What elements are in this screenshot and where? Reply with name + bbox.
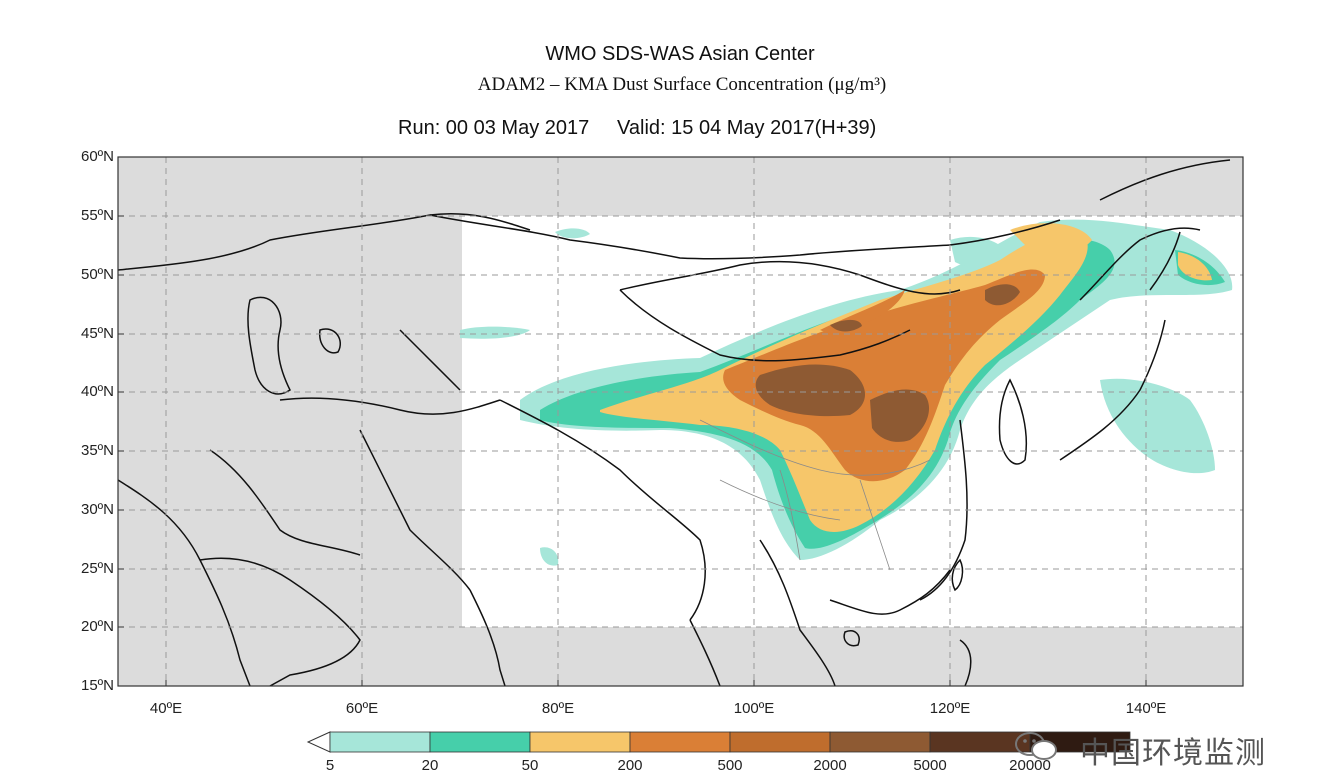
lat-label-20: 20ºN xyxy=(81,618,114,635)
lon-label-40: 40ºE xyxy=(149,700,183,717)
colorbar-tick-label: 2000 xyxy=(813,757,846,770)
lat-label-55: 55ºN xyxy=(81,207,114,224)
dust-zone-very-high xyxy=(755,364,865,417)
colorbar-swatch xyxy=(529,731,631,753)
watermark-text: 中国环境监测 xyxy=(1080,736,1266,771)
colorbar-min-triangle xyxy=(306,731,331,753)
lat-label-15: 15ºN xyxy=(81,677,114,694)
lat-label-50: 50ºN xyxy=(81,266,114,283)
wechat-icon xyxy=(1015,732,1057,760)
lat-label-60: 60ºN xyxy=(81,148,114,165)
lon-label-80: 80ºE xyxy=(541,700,575,717)
colorbar-tick-label: 50 xyxy=(522,757,539,770)
province-borders xyxy=(699,419,931,571)
colorbar-swatch xyxy=(829,731,931,753)
colorbar-tick-label: 5000 xyxy=(913,757,946,770)
colorbar-swatch xyxy=(329,731,431,753)
colorbar-tick-label: 20 xyxy=(422,757,439,770)
colorbar-tick-label: 20000 xyxy=(1009,757,1051,770)
lat-label-40: 40ºN xyxy=(81,383,114,400)
title-line-2: ADAM2 – KMA Dust Surface Concentration (… xyxy=(477,74,887,95)
colorbar-swatch xyxy=(729,731,831,753)
lon-label-60: 60ºE xyxy=(345,700,379,717)
dust-zone-high xyxy=(723,269,1045,482)
title-line-1: WMO SDS-WAS Asian Center xyxy=(545,43,815,65)
run-time: Run: 00 03 May 2017 xyxy=(398,117,590,139)
lat-label-35: 35ºN xyxy=(81,442,114,459)
colorbar-swatch xyxy=(429,731,531,753)
colorbar: 5 20 50 200 500 2000 5000 20000 xyxy=(306,731,1131,770)
map-frame xyxy=(117,156,1244,687)
lat-label-30: 30ºN xyxy=(81,501,114,518)
dust-concentration-fields xyxy=(460,219,1233,566)
lon-label-120: 120ºE xyxy=(929,700,971,717)
axis-ticks xyxy=(118,156,1147,687)
colorbar-tick-label: 500 xyxy=(717,757,742,770)
lat-label-25: 25ºN xyxy=(81,560,114,577)
lon-label-100: 100ºE xyxy=(733,700,775,717)
run-valid-line: Run: 00 03 May 2017 Valid: 15 04 May 201… xyxy=(398,117,876,140)
lon-label-140: 140ºE xyxy=(1125,700,1167,717)
colorbar-tick-label: 5 xyxy=(326,757,334,770)
country-borders xyxy=(118,159,1231,686)
colorbar-tick-label: 200 xyxy=(617,757,642,770)
colorbar-swatch xyxy=(629,731,731,753)
valid-time: Valid: 15 04 May 2017(H+39) xyxy=(617,117,877,139)
lat-label-45: 45ºN xyxy=(81,325,114,342)
grid-lines xyxy=(118,157,1243,686)
